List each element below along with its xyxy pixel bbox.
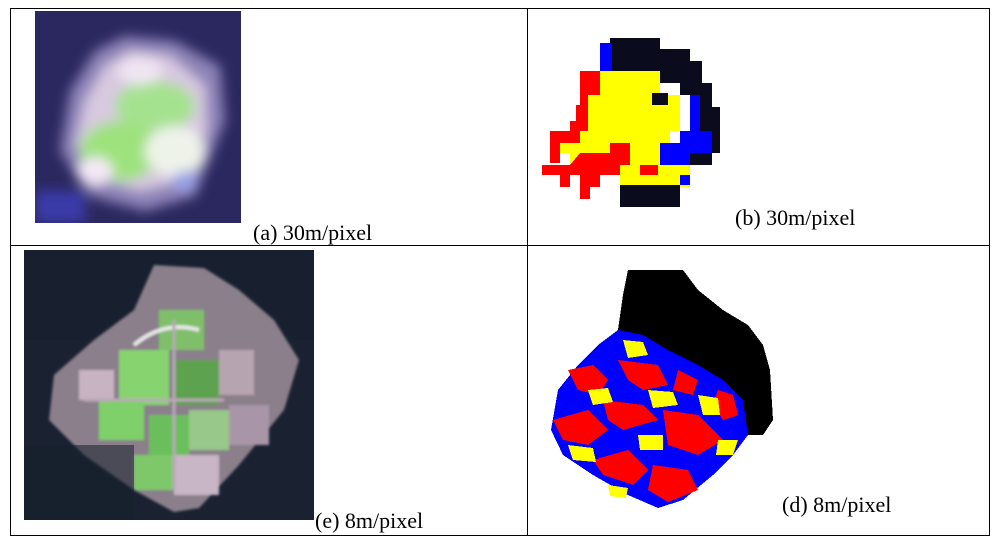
divider-horizontal <box>11 245 989 246</box>
divider-vertical <box>527 9 528 535</box>
caption-a: (a) 30m/pixel <box>253 220 373 245</box>
caption-e: (e) 8m/pixel <box>315 508 424 533</box>
panel-a-image <box>35 11 241 223</box>
caption-b: (b) 30m/pixel <box>735 205 856 230</box>
caption-d: (d) 8m/pixel <box>782 492 892 517</box>
panel-e-image <box>24 250 314 520</box>
panel-b-map <box>540 35 730 210</box>
figure-grid <box>10 8 990 536</box>
panel-d-map <box>548 270 778 510</box>
